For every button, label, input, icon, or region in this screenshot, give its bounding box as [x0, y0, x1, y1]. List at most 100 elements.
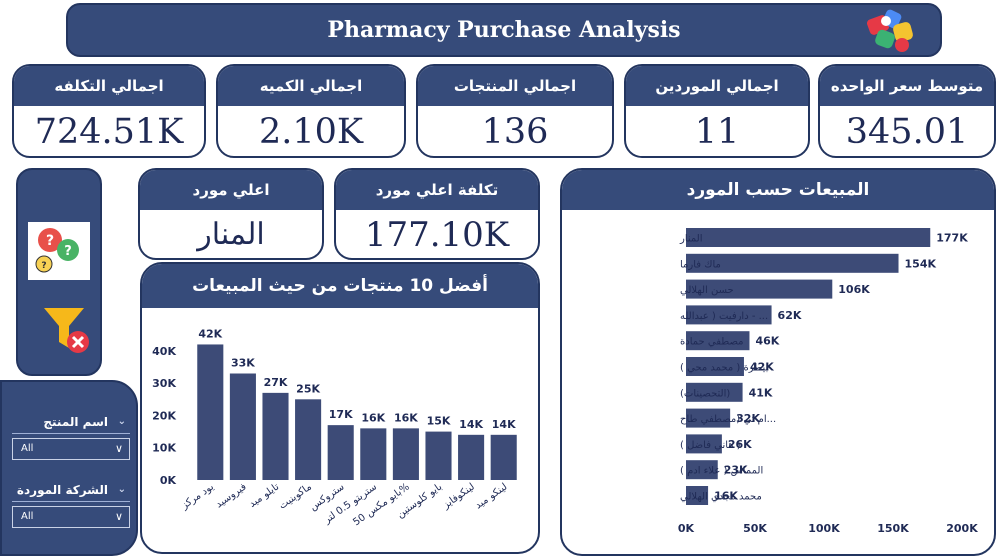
bar: [686, 305, 772, 325]
data-label: 62K: [778, 309, 802, 322]
kpi-label: اجمالي الكميه: [218, 66, 404, 106]
chevron-down-icon: ∨: [114, 510, 123, 523]
bar: [686, 486, 709, 505]
company-filter-select[interactable]: All ∨: [12, 506, 130, 528]
y-tick-label: المنار: [679, 234, 703, 245]
x-tick-label: تايلو ميد: [247, 481, 281, 510]
kpi-total-suppliers: اجمالي الموردين 11: [624, 64, 810, 158]
chevron-down-icon: ⌄: [117, 416, 126, 427]
y-tick-label: ( هاني فاضل ): [680, 440, 741, 451]
page-title: Pharmacy Purchase Analysis: [327, 17, 681, 43]
kpi-total-cost: اجمالي التكلفه 724.51K: [12, 64, 206, 158]
kpi-label: تكلفة اعلي مورد: [336, 170, 538, 210]
kpi-value: 136: [481, 112, 549, 152]
kpi-value: 724.51K: [34, 112, 184, 152]
data-label: 32K: [736, 412, 760, 425]
y-tick-label: 20K: [152, 409, 176, 422]
data-label: 177K: [936, 232, 968, 245]
kpi-total-products: اجمالي المنتجات 136: [416, 64, 614, 158]
bar: [295, 399, 322, 480]
data-label: 26K: [728, 438, 752, 451]
kpi-value: 345.01: [845, 112, 969, 152]
data-label: 16K: [714, 490, 738, 503]
bar: [490, 434, 517, 480]
chat-questions-icon[interactable]: ? ? ?: [28, 222, 90, 280]
svg-text:?: ?: [41, 261, 46, 271]
x-tick-label: 0K: [678, 522, 695, 535]
bar: [686, 228, 931, 247]
kpi-top-supplier: اعلي مورد المنار: [138, 168, 324, 260]
bar: [686, 434, 722, 454]
data-label: 41K: [749, 386, 773, 399]
kpi-top-supplier-cost: تكلفة اعلي مورد 177.10K: [334, 168, 540, 260]
y-tick-label: 30K: [152, 377, 176, 390]
kpi-total-quantity: اجمالي الكميه 2.10K: [216, 64, 406, 158]
sales-by-supplier-chart: 177K المنار 154K ماك فارما 106K حسن الهلالي 62…: [678, 228, 978, 535]
bar: [686, 331, 750, 351]
bar: [425, 431, 452, 480]
bar: [458, 434, 485, 480]
bar: [686, 382, 743, 402]
kpi-label: اجمالي الموردين: [626, 66, 808, 106]
x-tick-label: لينكو ميد: [473, 481, 509, 511]
kpi-value: 11: [694, 112, 740, 152]
data-label: 42K: [750, 361, 774, 374]
data-label: 25K: [296, 382, 320, 395]
y-tick-label: ... - دارفيت ( عبدالله: [680, 311, 768, 322]
clear-filter-icon[interactable]: [42, 304, 92, 356]
data-label: 15K: [427, 415, 451, 428]
bar: [229, 373, 256, 480]
y-tick-label: ...ام تي (مصطفي طاح: [680, 414, 776, 425]
data-label: 33K: [231, 357, 255, 370]
y-tick-label: حسن الهلالي: [680, 285, 734, 296]
sales-by-supplier-chart-card: المبيعات حسب المورد 177K المنار 154K ماك فا…: [560, 168, 996, 556]
x-tick-label: يود مركز: [179, 481, 216, 512]
kpi-label: اجمالي التكلفه: [14, 66, 204, 106]
side-panel: ? ? ?: [16, 168, 102, 376]
kpi-label: متوسط سعر الواحده: [820, 66, 994, 106]
top-products-chart: 0K 10K 20K 30K 40K 42K يود مركز 33K فيروسيد 27K تا…: [152, 327, 517, 528]
data-label: 14K: [459, 418, 483, 431]
data-label: 42K: [198, 327, 222, 340]
data-label: 154K: [905, 257, 937, 270]
y-tick-label: ماك فارما: [680, 259, 721, 270]
data-label: 23K: [724, 464, 748, 477]
x-tick-label: 100K: [808, 522, 840, 535]
data-label: 16K: [361, 411, 385, 424]
top-products-chart-card: أفضل 10 منتجات من حيث المبيعات 0K 10K 20K 3…: [140, 262, 540, 554]
product-filter-select[interactable]: All ∨: [12, 438, 130, 460]
x-tick-label: بايو مكس 50%: [351, 481, 411, 528]
chevron-down-icon: ⌄: [117, 484, 126, 495]
svg-text:?: ?: [64, 244, 72, 259]
x-tick-label: لينكوفايز: [440, 481, 477, 511]
data-label: 106K: [838, 283, 870, 296]
bar: [197, 344, 224, 480]
y-tick-label: بيطرة ( محمد محي ): [680, 363, 768, 374]
chevron-down-icon: ∨: [114, 442, 123, 455]
bar: [392, 428, 419, 480]
y-tick-label: 10K: [152, 442, 176, 455]
bar: [360, 428, 387, 480]
svg-text:?: ?: [46, 233, 54, 249]
chart-title: المبيعات حسب المورد: [562, 170, 994, 210]
y-tick-label: المماس ( علاء ادم ): [680, 466, 763, 477]
data-label: 14K: [492, 418, 516, 431]
bar: [686, 408, 731, 428]
y-tick-label: 0K: [160, 474, 177, 487]
y-tick-label: مصطفي حمادة: [680, 337, 744, 348]
data-label: 17K: [329, 408, 353, 421]
kpi-label: اجمالي المنتجات: [418, 66, 612, 106]
data-label: 27K: [264, 376, 288, 389]
kpi-value: 2.10K: [258, 112, 364, 152]
data-label: 16K: [394, 411, 418, 424]
pills-logo-icon: [866, 9, 913, 52]
chart-title: أفضل 10 منتجات من حيث المبيعات: [142, 264, 538, 308]
kpi-value: 177.10K: [364, 215, 510, 255]
bar: [327, 425, 354, 480]
x-tick-label: 150K: [877, 522, 909, 535]
bar: [686, 460, 718, 480]
x-tick-label: ماكوبنيت: [277, 481, 314, 511]
filter-panel: اسم المنتج ⌄ All ∨ الشركة الموردة ⌄ All …: [0, 380, 138, 556]
y-tick-label: (التحصينات): [680, 388, 730, 399]
kpi-avg-unit-price: متوسط سعر الواحده 345.01: [818, 64, 996, 158]
